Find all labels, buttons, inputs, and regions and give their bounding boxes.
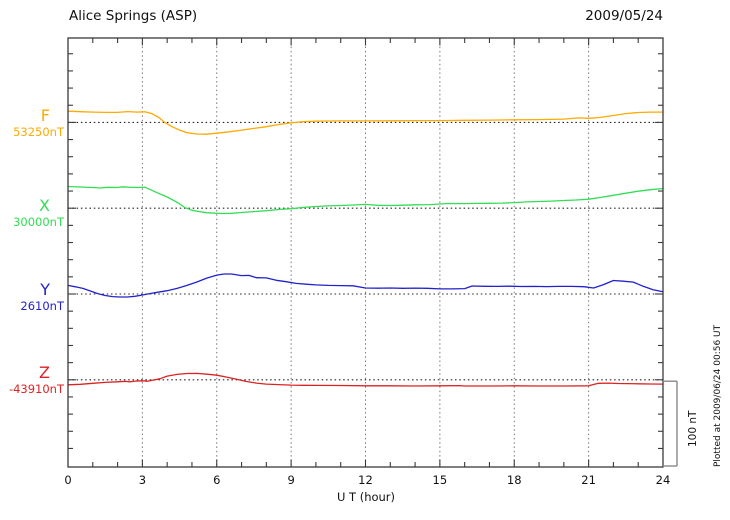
x-axis-title: U T (hour)	[336, 490, 396, 504]
channel-baseline-value-X: 30000nT	[13, 215, 64, 229]
channel-letter-Y: Y	[40, 280, 50, 299]
channel-baseline-value-Z: -43910nT	[8, 382, 64, 396]
channel-baseline-value-Y: 2610nT	[20, 299, 64, 313]
channel-label-F: F 53250nT	[13, 106, 64, 139]
channel-label-X: X 30000nT	[13, 196, 64, 229]
x-tick-label-12: 12	[358, 473, 373, 487]
channel-baseline-value-F: 53250nT	[13, 125, 64, 139]
x-tick-label-0: 0	[64, 473, 72, 487]
channel-letter-Z: Z	[39, 363, 50, 382]
plot-frame	[67, 37, 664, 468]
x-tick-label-21: 21	[581, 473, 596, 487]
channel-letter-F: F	[40, 106, 50, 125]
x-tick-label-24: 24	[655, 473, 671, 487]
x-tick-label-6: 6	[213, 473, 221, 487]
trace-X	[67, 185, 664, 215]
x-tick-label-18: 18	[506, 473, 522, 487]
plotted-at-note: Plotted at 2009/06/24 00:56 UT	[713, 324, 723, 467]
trace-Z	[67, 372, 664, 387]
scale-bar-label: 100 nT	[687, 410, 699, 447]
channel-label-Y: Y 2610nT	[20, 280, 64, 313]
trace-Y	[67, 273, 664, 298]
station-title: Alice Springs (ASP)	[69, 8, 198, 24]
x-tick-label-9: 9	[287, 473, 295, 487]
channel-label-Z: Z -43910nT	[9, 363, 64, 396]
x-tick-label-15: 15	[432, 473, 448, 487]
plot-date: 2009/05/24	[585, 8, 663, 24]
trace-F	[67, 110, 664, 135]
channel-letter-X: X	[39, 196, 50, 215]
x-tick-label-3: 3	[138, 473, 147, 487]
